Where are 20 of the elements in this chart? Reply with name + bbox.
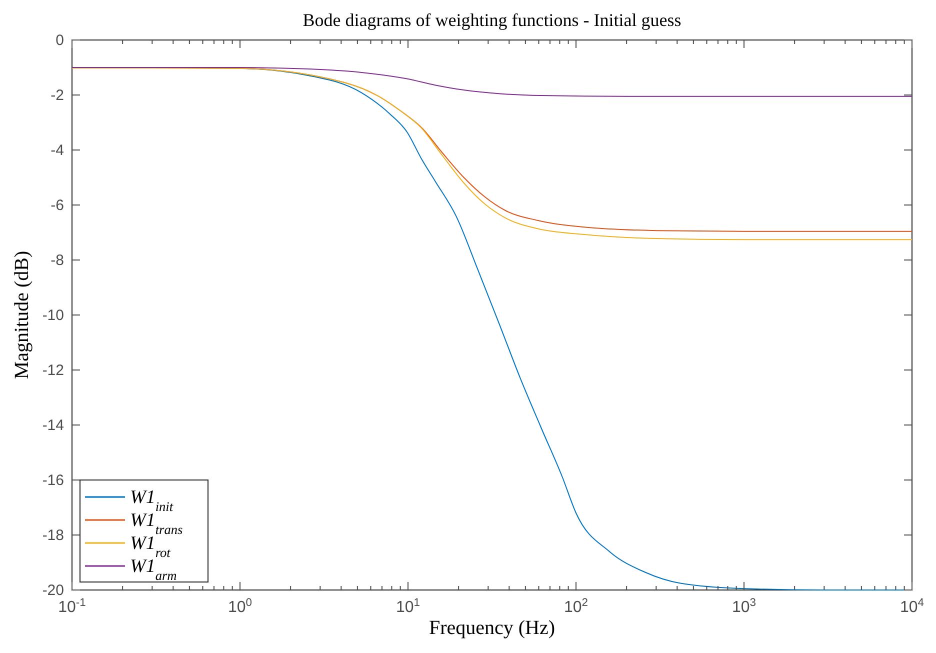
x-tick-label: 10$^{4}$ [900,597,924,616]
x-tick-label: 10$^{-1}$ [58,597,86,616]
x-tick-label: 10$^{3}$ [732,597,756,616]
y-tick-label: -4 [50,142,64,159]
y-tick-label: -6 [50,197,64,214]
y-tick-label: 0 [56,32,64,49]
y-tick-label: -12 [42,362,64,379]
y-axis-title: Magnitude (dB) [11,250,33,380]
y-tick-label: -16 [42,472,64,489]
y-tick-label: -10 [42,307,64,324]
chart-title: Bode diagrams of weighting functions - Initial guess [302,10,682,30]
x-tick-label: 10$^{2}$ [564,597,588,616]
x-tick-label: 10$^{0}$ [228,597,252,616]
y-tick-label: -2 [50,87,64,104]
y-tick-label: -20 [42,582,64,599]
y-tick-label: -8 [50,252,64,269]
y-tick-label: -14 [42,417,64,434]
x-tick-label: 10$^{1}$ [396,597,420,616]
y-tick-label: -18 [42,527,64,544]
x-axis-title: Frequency (Hz) [428,617,556,639]
